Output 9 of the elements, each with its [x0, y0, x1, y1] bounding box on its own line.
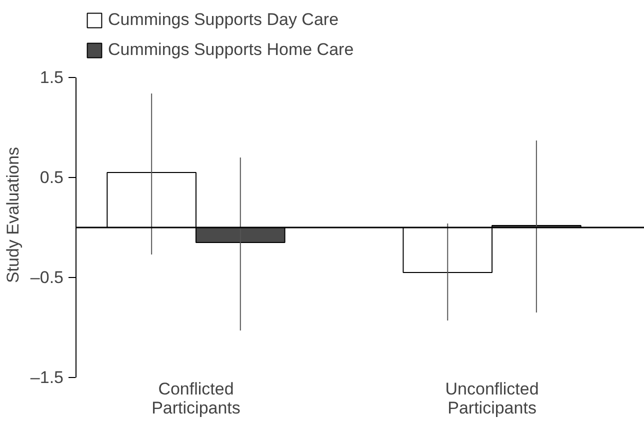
- y-tick-label: –0.5: [30, 268, 64, 287]
- x-tick-label: Unconflicted Participants: [445, 380, 539, 418]
- legend-label: Cummings Supports Day Care: [108, 10, 339, 30]
- x-tick-label: Conflicted Participants: [152, 380, 240, 418]
- y-tick-label: 1.5: [40, 68, 64, 87]
- y-tick-label: 0.5: [40, 168, 64, 187]
- y-axis-title: Study Evaluations: [3, 146, 22, 284]
- y-tick-label: –1.5: [30, 368, 64, 387]
- legend-label: Cummings Supports Home Care: [108, 40, 354, 60]
